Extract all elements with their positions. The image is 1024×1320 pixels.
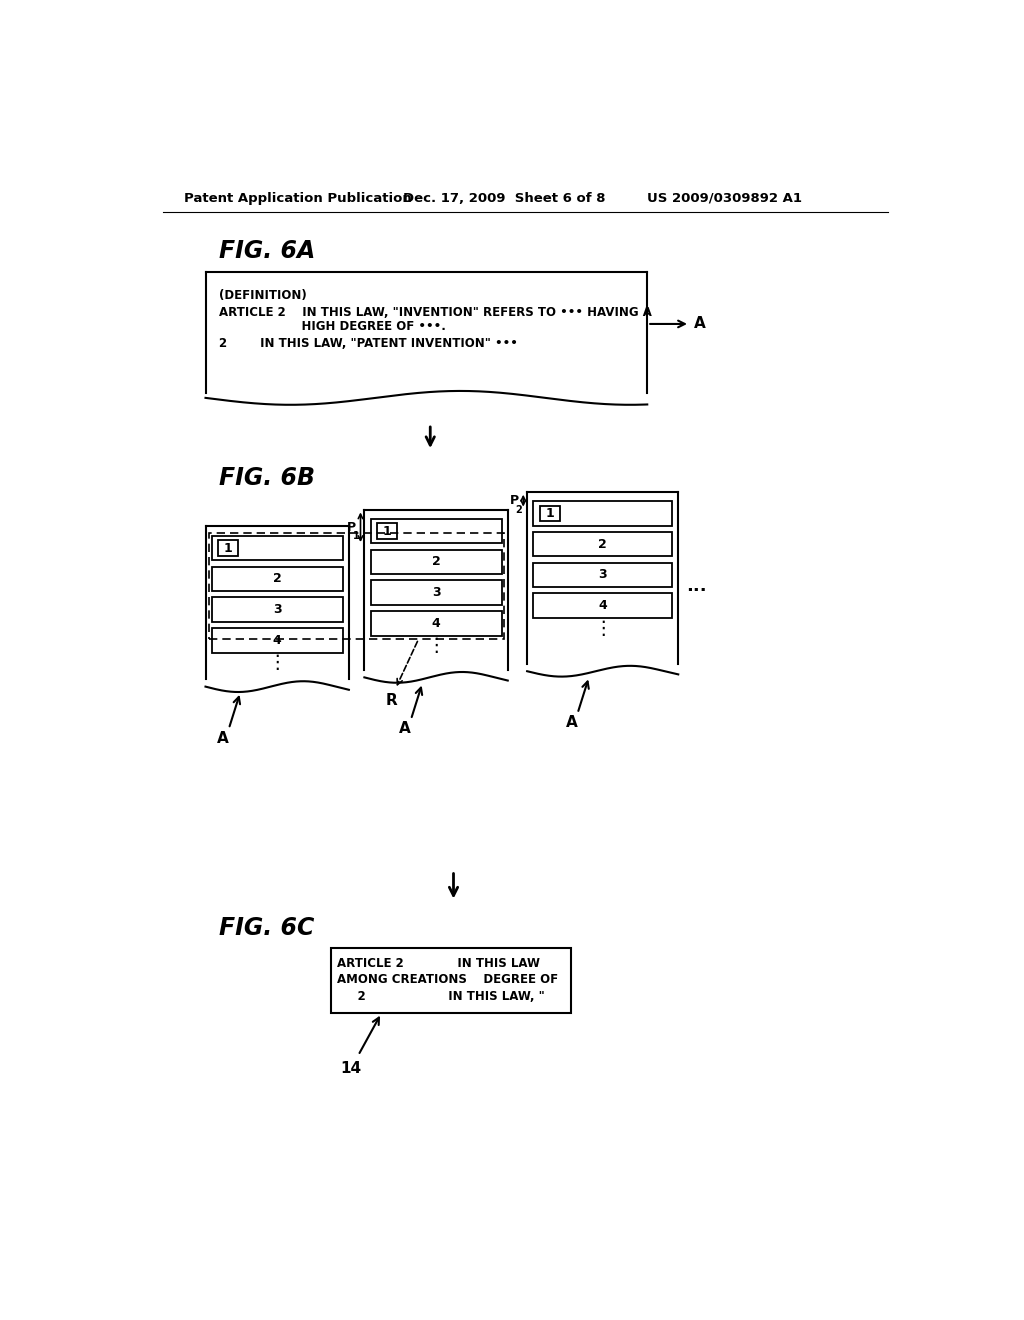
Text: 2: 2 xyxy=(516,504,522,515)
Text: A: A xyxy=(398,722,411,737)
Text: ⋮: ⋮ xyxy=(426,636,445,655)
Text: FIG. 6B: FIG. 6B xyxy=(219,466,315,490)
Text: FIG. 6A: FIG. 6A xyxy=(219,239,315,263)
Text: 3: 3 xyxy=(272,603,282,616)
Bar xyxy=(212,628,343,653)
Text: ARTICLE 2    IN THIS LAW, "INVENTION" REFERS TO ••• HAVING A: ARTICLE 2 IN THIS LAW, "INVENTION" REFER… xyxy=(219,306,652,319)
Text: 4: 4 xyxy=(272,634,282,647)
Text: ⋮: ⋮ xyxy=(267,653,287,672)
Text: ...: ... xyxy=(686,577,707,595)
Bar xyxy=(371,581,502,605)
Bar xyxy=(212,597,343,622)
Bar xyxy=(212,566,343,591)
Text: A: A xyxy=(217,731,228,746)
Bar xyxy=(209,533,504,639)
Bar xyxy=(212,536,343,561)
Text: A: A xyxy=(565,715,578,730)
Text: ⋮: ⋮ xyxy=(593,619,612,638)
Bar xyxy=(331,948,571,1014)
Text: Patent Application Publication: Patent Application Publication xyxy=(183,191,412,205)
Text: 3: 3 xyxy=(598,569,607,582)
Bar xyxy=(371,611,502,636)
Text: (DEFINITION): (DEFINITION) xyxy=(219,289,307,302)
Text: 1: 1 xyxy=(353,531,359,541)
Bar xyxy=(534,502,672,525)
Bar xyxy=(218,540,238,556)
Text: Dec. 17, 2009  Sheet 6 of 8: Dec. 17, 2009 Sheet 6 of 8 xyxy=(403,191,605,205)
Text: 3: 3 xyxy=(432,586,440,599)
Text: 2: 2 xyxy=(272,573,282,585)
Text: 1: 1 xyxy=(545,507,554,520)
Text: A: A xyxy=(693,317,706,331)
Text: R: R xyxy=(386,693,397,708)
Text: 14: 14 xyxy=(340,1061,361,1076)
Text: 2                    IN THIS LAW, ": 2 IN THIS LAW, " xyxy=(337,990,545,1003)
Text: 2: 2 xyxy=(598,537,607,550)
Bar xyxy=(540,506,560,521)
Bar xyxy=(371,549,502,574)
Bar xyxy=(534,532,672,557)
Text: 1: 1 xyxy=(383,524,391,537)
Bar xyxy=(377,524,397,539)
Bar xyxy=(534,562,672,587)
Text: 1: 1 xyxy=(223,541,232,554)
Text: US 2009/0309892 A1: US 2009/0309892 A1 xyxy=(647,191,802,205)
Text: P: P xyxy=(347,520,356,533)
Bar xyxy=(534,594,672,618)
Text: HIGH DEGREE OF •••.: HIGH DEGREE OF •••. xyxy=(219,319,446,333)
Text: 2: 2 xyxy=(432,556,440,569)
Text: 2        IN THIS LAW, "PATENT INVENTION" •••: 2 IN THIS LAW, "PATENT INVENTION" ••• xyxy=(219,337,518,350)
Text: 4: 4 xyxy=(598,599,607,612)
Text: ARTICLE 2             IN THIS LAW: ARTICLE 2 IN THIS LAW xyxy=(337,957,541,970)
Text: P: P xyxy=(510,494,518,507)
Text: AMONG CREATIONS    DEGREE OF: AMONG CREATIONS DEGREE OF xyxy=(337,973,558,986)
Text: FIG. 6C: FIG. 6C xyxy=(219,916,314,940)
Bar xyxy=(371,519,502,544)
Text: 4: 4 xyxy=(432,616,440,630)
